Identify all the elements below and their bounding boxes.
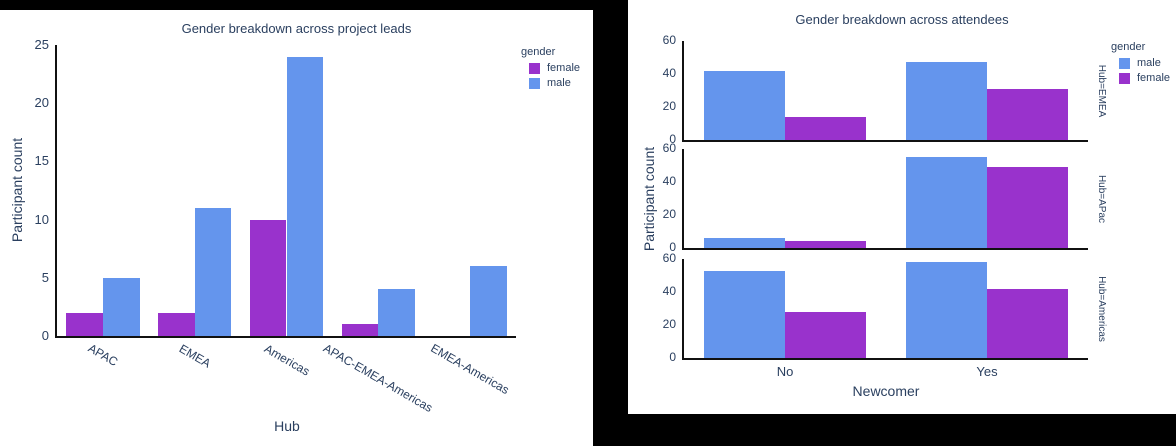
legend: gender female male — [521, 46, 580, 90]
bar-female — [785, 241, 866, 248]
x-axis-line — [55, 336, 516, 338]
legend-item-male[interactable]: male — [521, 77, 580, 90]
bar-male — [906, 62, 987, 140]
y-tick-label: 20 — [34, 95, 49, 111]
facet-plot-apac: Hub=APac 0 20 40 60 — [663, 141, 1107, 254]
bar-female — [987, 167, 1068, 248]
y-tick-label: 60 — [662, 33, 676, 47]
y-tick-label: 40 — [662, 174, 676, 188]
x-axis-title: Newcomer — [852, 383, 920, 399]
facet-plot-americas: Hub=Americas 0 20 40 60 No Yes — [663, 251, 1107, 379]
x-axis-title: Hub — [274, 418, 300, 434]
female-color-swatch — [1119, 73, 1130, 84]
y-tick-label: 60 — [662, 141, 676, 155]
y-tick-label: 5 — [41, 269, 49, 285]
legend-label: male — [547, 77, 571, 89]
x-axis-line — [682, 140, 1088, 142]
y-axis-line — [682, 149, 684, 248]
x-tick-label: No — [776, 364, 794, 379]
x-tick-label: EMEA — [176, 340, 213, 371]
chart-title: Gender breakdown across project leads — [181, 21, 412, 36]
bar-male — [194, 207, 232, 336]
x-tick-label: APAC — [85, 340, 121, 370]
bar-male — [906, 262, 987, 358]
bar-female — [785, 311, 866, 358]
y-tick-label: 40 — [662, 66, 676, 80]
project-leads-chart-panel: Gender breakdown across project leads Pa… — [0, 10, 593, 446]
y-tick-label: 40 — [662, 284, 676, 298]
y-tick-label: 0 — [41, 328, 49, 343]
y-axis-line — [682, 41, 684, 140]
y-tick-label: 10 — [34, 211, 49, 227]
bar-male — [102, 277, 140, 336]
bar-male — [704, 270, 785, 358]
y-tick-label: 15 — [34, 153, 49, 169]
bar-male — [704, 238, 785, 248]
y-tick-label: 25 — [34, 37, 49, 52]
legend-item-male[interactable]: male — [1111, 57, 1170, 70]
bar-female — [987, 288, 1068, 358]
facet-label: Hub=APac — [1096, 174, 1107, 223]
y-tick-label: 60 — [662, 251, 676, 265]
x-axis-line — [682, 358, 1088, 360]
bar-female — [157, 312, 195, 336]
bar-male — [286, 56, 324, 336]
y-tick-label: 20 — [662, 207, 676, 221]
x-tick-label: Yes — [976, 364, 998, 379]
bar-female — [987, 88, 1068, 140]
y-tick-label: 20 — [662, 99, 676, 113]
facet-label: Hub=Americas — [1096, 275, 1107, 342]
bar-male — [906, 157, 987, 248]
plot-area: 0 5 10 15 20 25 APAC EMEA Americas APAC-EMEA-Amer… — [35, 37, 516, 415]
legend-item-female[interactable]: female — [521, 62, 580, 75]
female-color-swatch — [529, 63, 540, 74]
legend-label: female — [1137, 72, 1171, 84]
legend-label: male — [1137, 57, 1161, 69]
y-tick-label: 0 — [669, 350, 676, 364]
bar-female — [249, 219, 287, 336]
legend-title: gender — [521, 46, 556, 58]
male-color-swatch — [1119, 58, 1130, 69]
legend-label: female — [547, 62, 581, 74]
facet-plot-emea: Hub=EMEA 0 20 40 60 — [663, 33, 1107, 146]
bar-female — [66, 312, 103, 336]
chart-title: Gender breakdown across attendees — [795, 12, 1009, 27]
x-axis-line — [682, 248, 1088, 250]
legend: gender male female — [1111, 41, 1170, 85]
x-tick-label: APAC-EMEA-Americas — [321, 340, 436, 416]
x-tick-label: EMEA-Americas — [428, 340, 512, 398]
bar-female — [785, 116, 866, 140]
attendees-chart-panel: Gender breakdown across attendees Partic… — [628, 0, 1176, 414]
y-tick-label: 20 — [662, 317, 676, 331]
y-tick-label: 0 — [669, 132, 676, 146]
legend-item-female[interactable]: female — [1111, 72, 1170, 85]
male-color-swatch — [529, 78, 540, 89]
bar-male — [470, 266, 507, 336]
y-axis-line — [55, 45, 57, 336]
bar-male — [378, 289, 416, 336]
legend-title: gender — [1111, 41, 1146, 53]
y-axis-title: Participant count — [641, 146, 657, 252]
y-tick-label: 0 — [669, 240, 676, 254]
x-tick-label: Americas — [261, 340, 312, 379]
bar-female — [341, 324, 379, 336]
facet-label: Hub=EMEA — [1096, 64, 1107, 117]
bar-male — [704, 70, 785, 140]
y-axis-line — [682, 259, 684, 358]
